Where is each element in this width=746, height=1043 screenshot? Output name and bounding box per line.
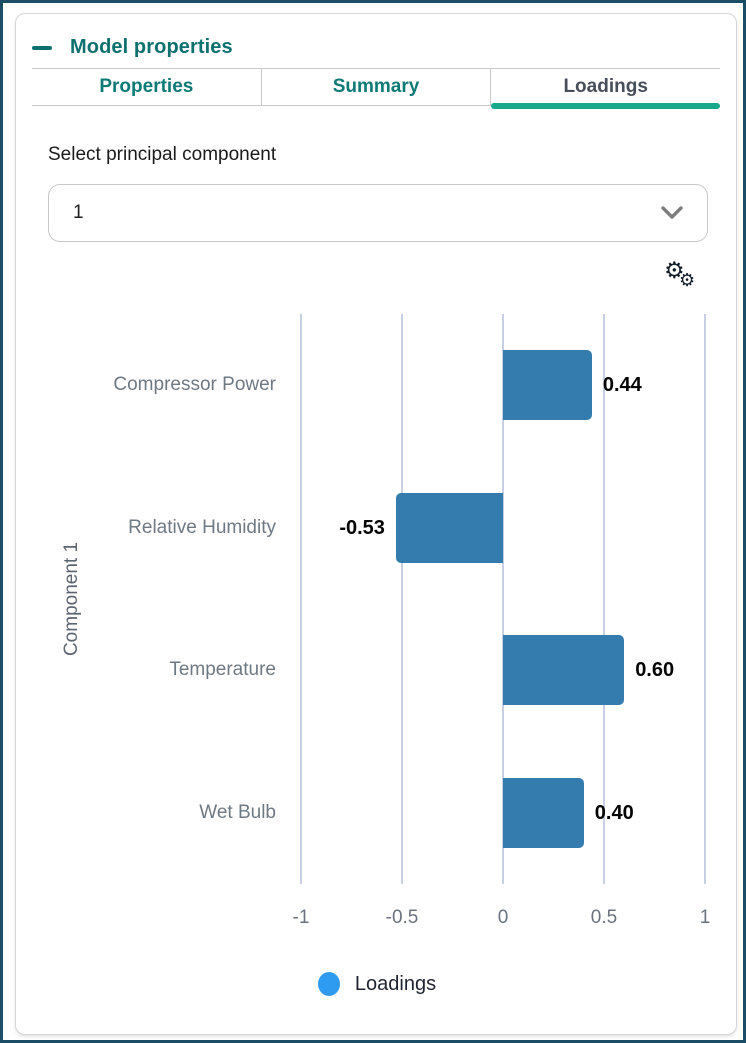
legend-dot-icon [317, 972, 340, 996]
loadings-chart: -1 -0.5 0 0.5 1 Compressor Power 0.44 Relative … [16, 14, 738, 1036]
x-axis-tick-label: 0.5 [590, 907, 618, 928]
principal-component-select[interactable]: 1 [48, 184, 708, 242]
x-axis-tick-label: -1 [292, 907, 310, 928]
category-label: Compressor Power [113, 374, 276, 396]
model-properties-panel: Model properties Properties Summary Load… [15, 13, 737, 1035]
value-label: 0.40 [594, 801, 634, 824]
loading-bar[interactable] [395, 492, 503, 563]
x-axis-tick-label: 0 [497, 907, 509, 928]
chart-settings-button[interactable]: ⚙ ⚙ [664, 260, 708, 300]
chevron-down-icon [661, 206, 683, 219]
x-axis-tick-label: 1 [699, 907, 711, 928]
loading-bar[interactable] [503, 350, 592, 421]
collapse-minus-icon[interactable] [32, 45, 52, 50]
y-axis-title: Component 1 [61, 541, 82, 657]
panel-header: Model properties [32, 36, 233, 59]
tab-summary[interactable]: Summary [260, 69, 491, 105]
selected-component-value: 1 [73, 202, 84, 223]
tab-properties[interactable]: Properties [99, 76, 194, 97]
gridline [300, 314, 302, 884]
category-label: Relative Humidity [128, 516, 276, 538]
value-label: 0.60 [635, 659, 675, 682]
gear-icon-small: ⚙ [679, 270, 696, 291]
gridline [603, 314, 605, 884]
value-label: -0.53 [339, 516, 385, 539]
value-label: 0.44 [602, 374, 642, 397]
x-axis-tick-label: -0.5 [385, 907, 419, 928]
principal-component-label: Select principal component [48, 144, 277, 165]
tab-bar: Properties Summary Loadings [32, 68, 720, 109]
chart-legend: Loadings [16, 972, 738, 996]
gridline [401, 314, 403, 884]
legend-label[interactable]: Loadings [354, 972, 437, 995]
category-label: Wet Bulb [199, 801, 276, 823]
gridline [704, 314, 706, 884]
loading-bar[interactable] [503, 777, 584, 848]
tab-loadings[interactable]: Loadings [490, 69, 720, 109]
gear-icon: ⚙ [664, 258, 685, 284]
category-label: Temperature [169, 659, 276, 681]
panel-title: Model properties [70, 36, 233, 58]
loading-bar[interactable] [503, 635, 625, 706]
